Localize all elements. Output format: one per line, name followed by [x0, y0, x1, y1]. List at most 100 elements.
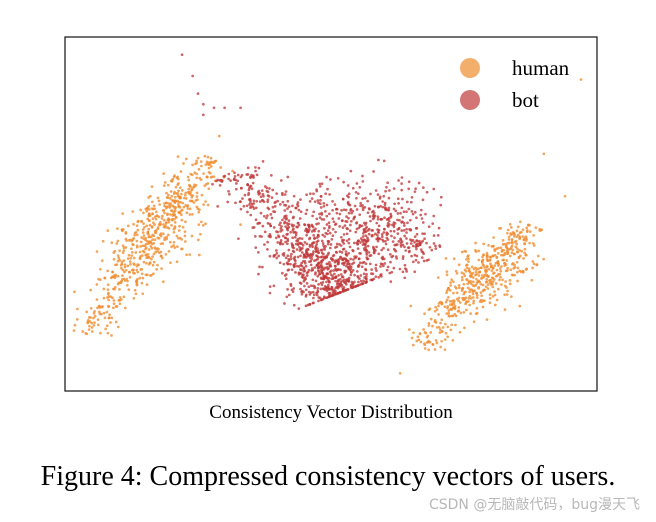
point-human-946 — [525, 267, 529, 271]
point-bot-493 — [240, 186, 243, 190]
point-human-613 — [173, 213, 177, 217]
point-human-802 — [493, 293, 497, 297]
point-human-261 — [93, 321, 96, 324]
point-bot-1236 — [311, 214, 314, 218]
point-human-226 — [95, 283, 99, 286]
point-bot-1227 — [358, 261, 362, 265]
point-bot-720 — [338, 250, 342, 253]
point-bot-667 — [269, 234, 272, 238]
point-human-911 — [474, 273, 477, 277]
point-bot-538 — [262, 214, 266, 218]
point-human-312 — [206, 203, 210, 207]
point-bot-1317 — [376, 237, 379, 241]
point-bot-357 — [299, 198, 302, 201]
point-human-1048 — [449, 328, 453, 332]
point-human-403 — [153, 215, 157, 219]
point-bot-809 — [266, 200, 269, 204]
point-human-1056 — [461, 286, 465, 290]
point-human-875 — [450, 314, 454, 318]
point-bot-573 — [303, 261, 307, 265]
point-bot-1156 — [423, 237, 426, 241]
point-human-591 — [193, 171, 197, 175]
point-bot-1018 — [413, 241, 416, 244]
point-bot-676 — [257, 272, 260, 276]
point-bot-813 — [304, 229, 307, 233]
point-bot-415 — [254, 166, 257, 169]
point-bot-633 — [286, 226, 290, 230]
point-human-1085 — [514, 245, 518, 249]
point-human-68 — [206, 155, 210, 159]
point-bot-864 — [348, 229, 352, 233]
point-human-493 — [127, 253, 131, 257]
chart-title: Consistency Vector Distribution — [209, 402, 453, 423]
point-bot-1040 — [402, 210, 406, 214]
point-human-228 — [118, 249, 121, 253]
point-bot-323 — [256, 222, 260, 225]
point-human-531 — [116, 259, 120, 263]
point-human-1065 — [457, 286, 461, 290]
point-human-215 — [145, 261, 148, 265]
point-bot-506 — [275, 249, 278, 252]
point-bot-179 — [332, 269, 336, 272]
point-bot-454 — [327, 291, 331, 295]
point-human-459 — [167, 233, 170, 237]
point-bot-1258 — [364, 234, 368, 238]
point-bot-212 — [366, 244, 370, 248]
point-human-952 — [435, 308, 439, 311]
point-human-850 — [465, 258, 468, 261]
point-human-1145 — [563, 194, 567, 198]
point-human-864 — [467, 257, 470, 261]
point-human-1147 — [409, 304, 413, 308]
point-human-265 — [175, 192, 179, 195]
point-bot-1181 — [363, 243, 367, 247]
point-human-901 — [485, 280, 489, 284]
point-human-1045 — [516, 247, 519, 251]
point-bot-1318 — [331, 217, 335, 221]
point-human-333 — [173, 225, 177, 228]
point-human-943 — [518, 304, 522, 308]
point-bot-373 — [281, 234, 285, 238]
point-human-642 — [501, 238, 505, 242]
point-human-1072 — [464, 269, 468, 273]
point-bot-1130 — [380, 248, 383, 252]
point-bot-369 — [247, 188, 251, 192]
point-bot-810 — [347, 278, 351, 282]
point-bot-930 — [374, 189, 378, 192]
point-bot-929 — [344, 269, 348, 273]
point-bot-842 — [311, 225, 315, 229]
point-human-1130 — [481, 258, 485, 262]
point-bot-876 — [366, 236, 369, 240]
point-bot-302 — [358, 277, 361, 281]
point-bot-1246 — [342, 263, 346, 267]
point-human-879 — [485, 318, 489, 321]
point-bot-1125 — [414, 258, 418, 262]
point-human-460 — [200, 164, 203, 168]
point-bot-758 — [275, 192, 278, 196]
point-bot-185 — [299, 254, 302, 258]
point-human-828 — [444, 331, 448, 335]
point-human-999 — [479, 282, 483, 286]
point-bot-716 — [265, 186, 269, 190]
point-human-342 — [187, 190, 191, 194]
point-bot-380 — [335, 251, 338, 254]
point-human-789 — [493, 303, 497, 307]
point-human-1095 — [497, 246, 500, 250]
point-human-656 — [438, 331, 442, 335]
point-bot-807 — [234, 187, 238, 191]
point-bot-571 — [318, 212, 321, 216]
point-human-170 — [208, 171, 212, 175]
point-human-480 — [165, 196, 169, 199]
point-human-214 — [186, 207, 190, 210]
point-bot-253 — [368, 262, 372, 266]
point-bot-1131 — [361, 240, 365, 244]
point-human-976 — [477, 258, 481, 262]
point-bot-1165 — [313, 237, 316, 240]
point-human-518 — [118, 296, 122, 299]
point-bot-1328 — [386, 221, 390, 225]
point-human-950 — [495, 256, 499, 260]
point-human-1138 — [485, 277, 489, 281]
point-bot-1008 — [401, 257, 405, 260]
point-bot-804 — [321, 297, 325, 301]
point-bot-1101 — [367, 251, 371, 254]
point-bot-1229 — [391, 223, 394, 227]
